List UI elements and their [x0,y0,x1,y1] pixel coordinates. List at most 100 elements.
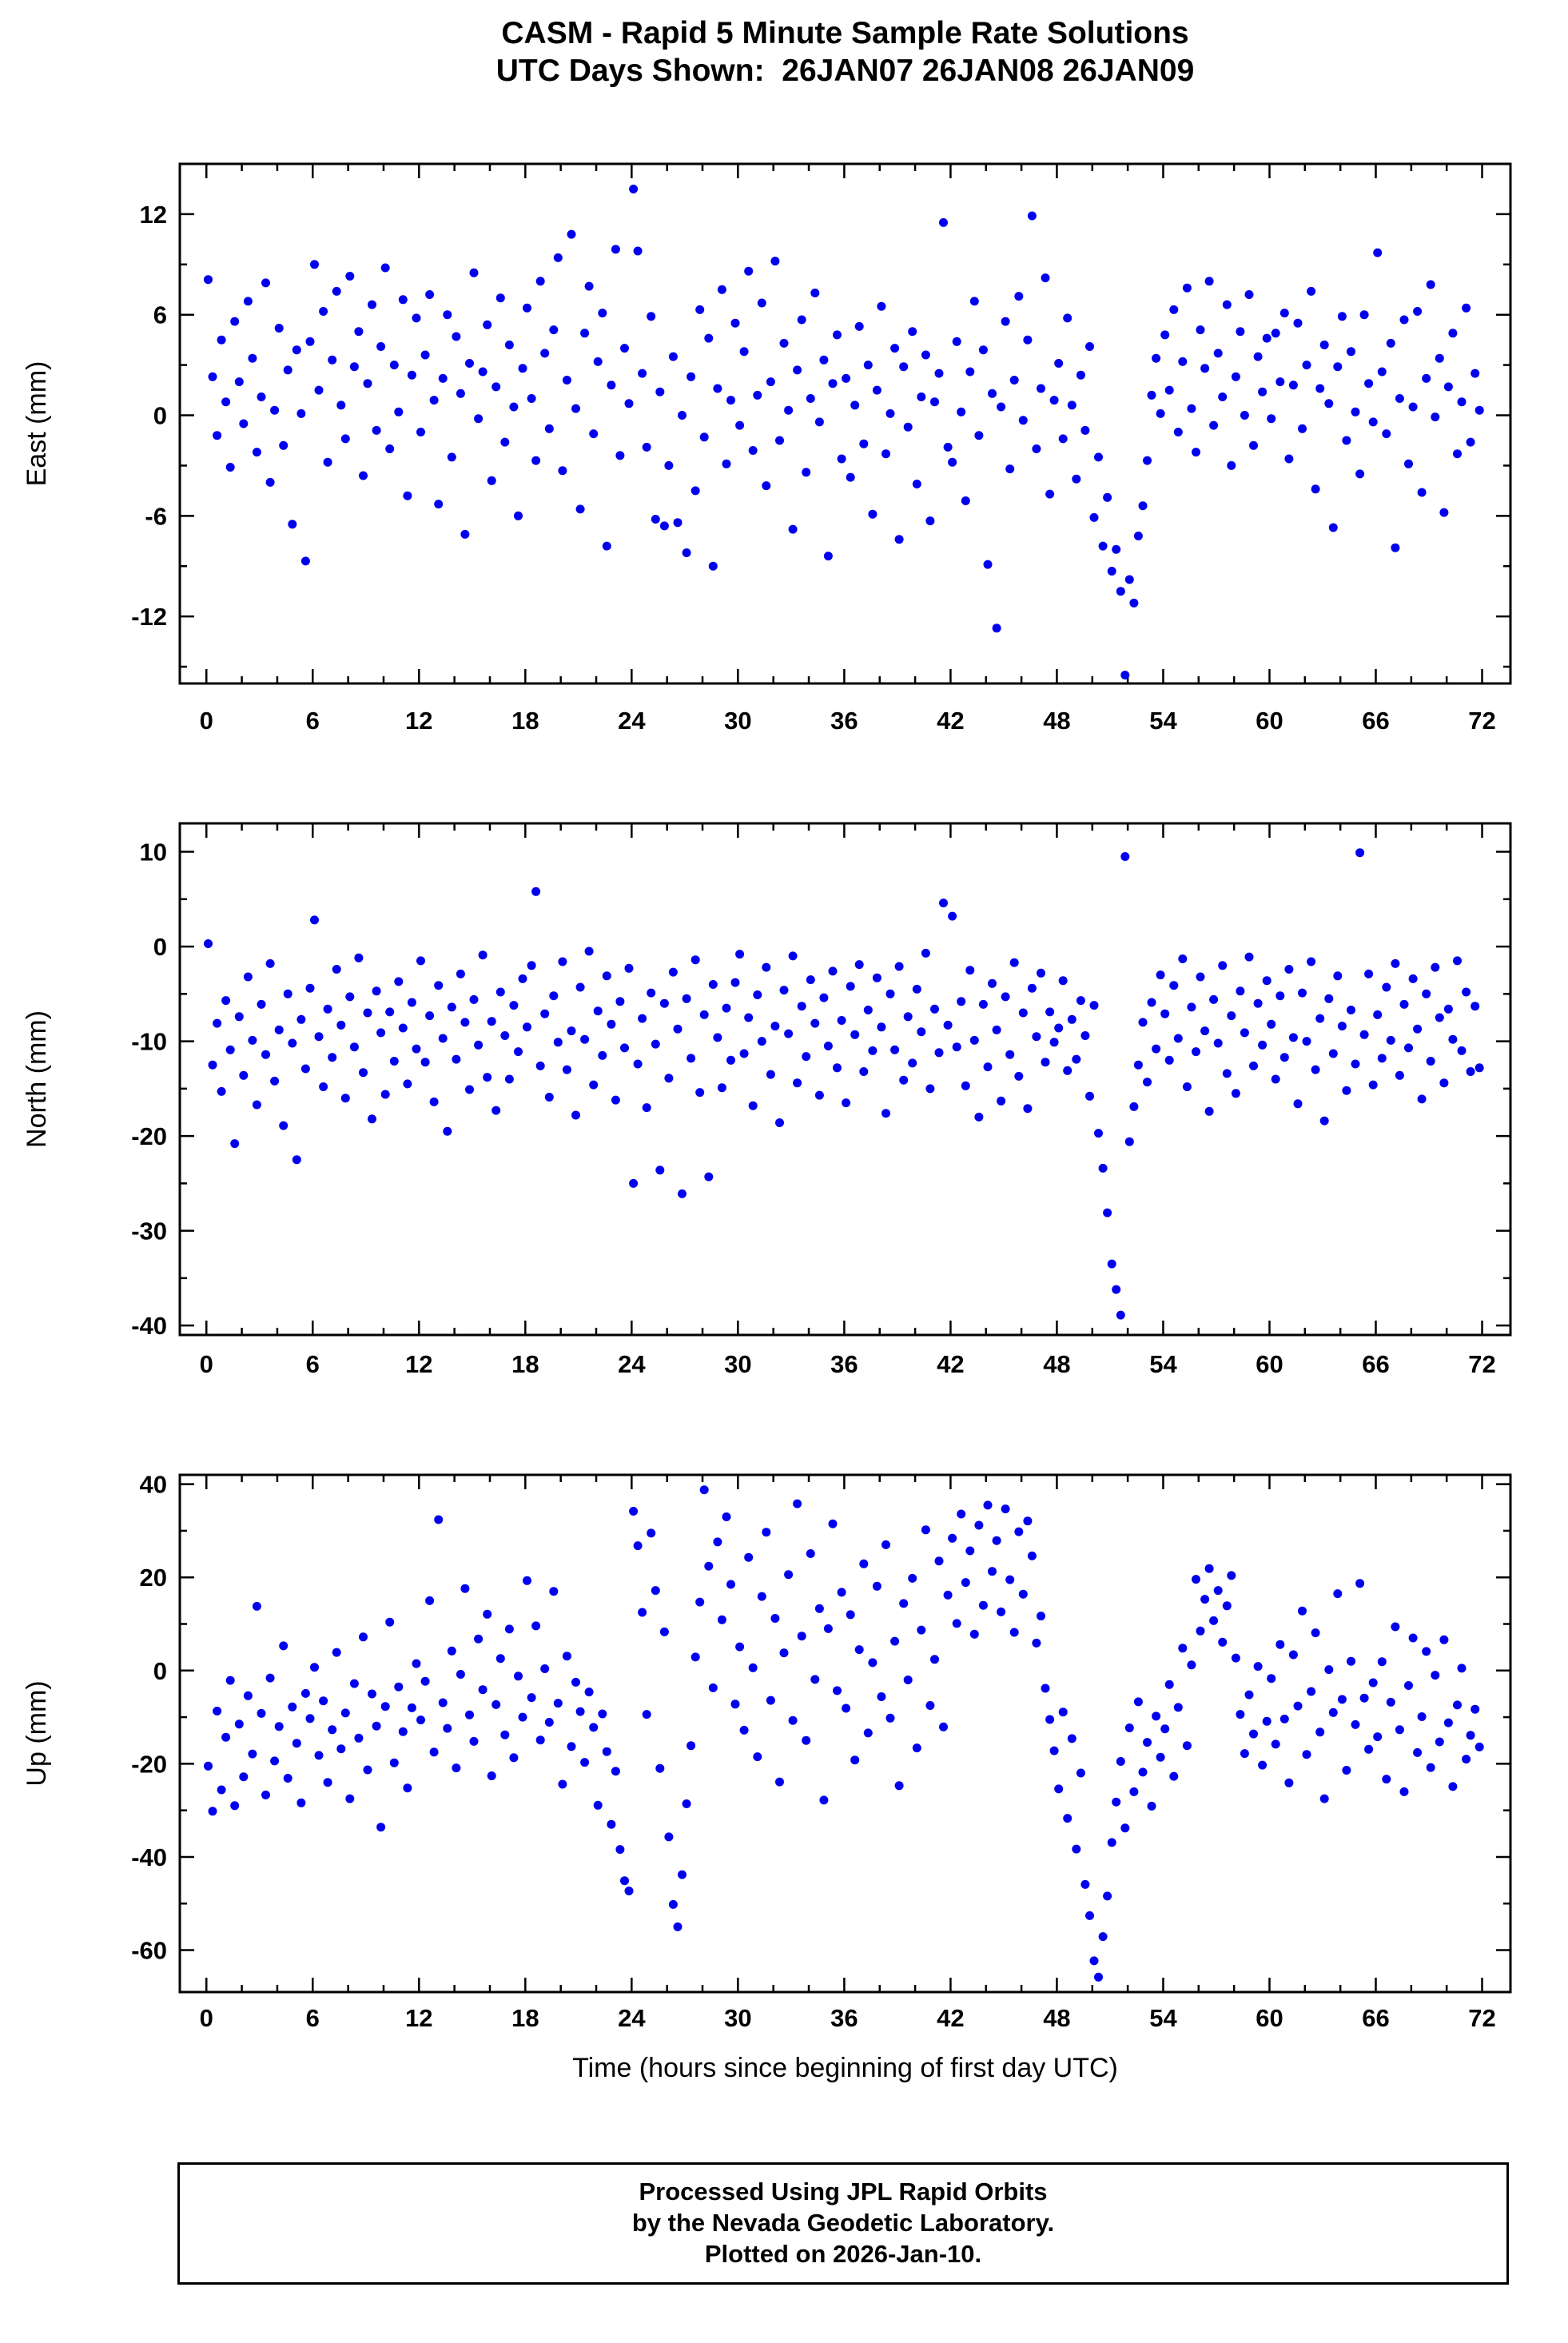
data-point [1112,1285,1121,1294]
data-point [819,993,829,1002]
data-point [1182,1082,1192,1091]
data-point [961,496,970,505]
data-point [850,400,860,410]
data-point [828,1519,838,1528]
data-point [651,1586,660,1596]
data-point [1315,1727,1325,1737]
y-tick-label: 40 [140,1471,167,1499]
data-point [261,1050,270,1059]
data-point [292,1155,301,1165]
data-point [1027,983,1037,993]
data-point [620,1043,629,1053]
data-point [1138,1018,1148,1027]
data-point [1049,1746,1059,1755]
data-point [930,397,939,407]
data-point [1236,327,1245,337]
data-point [775,1118,784,1127]
x-tick-label: 42 [937,1350,964,1378]
data-point [664,460,674,470]
data-point [1470,1704,1480,1714]
data-point [274,1025,284,1034]
data-point [810,1675,820,1684]
data-point [957,1509,966,1519]
data-point [1244,290,1254,299]
y-tick-label: 12 [140,201,167,229]
data-point [491,1106,501,1115]
data-point [1413,1024,1423,1034]
data-point [460,1584,470,1593]
data-point [744,266,754,276]
data-point [1342,1766,1351,1775]
data-point [939,217,948,227]
data-point [204,275,213,285]
data-point [1067,400,1077,410]
data-point [407,1703,416,1712]
data-point [1156,970,1165,980]
data-point [1324,1665,1334,1675]
data-point [1347,1656,1355,1666]
data-point [412,1659,421,1668]
data-point [349,362,359,372]
data-point [1466,1067,1475,1076]
x-tick-label: 30 [724,707,751,735]
x-tick-label: 54 [1149,707,1177,735]
data-point [1049,1038,1059,1047]
data-point [1240,1028,1249,1038]
data-point [1395,394,1404,403]
data-point [1319,1794,1329,1803]
data-point [1302,1750,1311,1759]
y-tick-label: 20 [140,1564,167,1592]
data-point [527,961,536,970]
data-point [1364,379,1374,389]
data-point [978,999,988,1009]
data-point [314,1032,324,1042]
data-point [1342,1086,1351,1095]
x-tick-label: 42 [937,707,964,735]
data-point [1187,1660,1196,1670]
data-point [1408,974,1418,983]
data-point [523,1576,531,1585]
data-point [403,491,412,500]
data-point [1474,405,1484,415]
data-point [1182,283,1192,293]
data-point [779,986,789,995]
data-point [1160,1009,1170,1018]
data-point [274,324,284,333]
data-point [420,350,430,360]
data-point [1258,1760,1268,1770]
data-point [775,1777,784,1787]
data-point [257,999,266,1009]
data-point [1457,1664,1467,1673]
x-tick-label: 60 [1256,707,1283,735]
data-point [943,1020,953,1030]
data-point [1067,1014,1077,1024]
data-point [859,1559,869,1568]
data-point [695,1597,705,1607]
data-point [1342,436,1351,445]
data-point [389,361,399,370]
data-point [784,405,794,415]
data-point [992,1025,1001,1034]
data-point [1453,1700,1462,1710]
chart-title-block: CASM - Rapid 5 Minute Sample Rate Soluti… [180,14,1510,90]
data-point [1267,1674,1276,1684]
data-point [961,1578,970,1588]
data-point [678,411,686,420]
data-point [1227,1571,1236,1580]
data-point [925,516,935,526]
data-point [1023,1104,1033,1114]
data-point [988,978,997,988]
data-point [336,400,346,410]
data-point [340,434,350,444]
data-point [257,1708,266,1718]
data-point [1275,991,1285,1001]
data-point [784,1029,794,1038]
data-point [753,390,762,400]
data-point [1470,369,1480,378]
data-point [1080,1879,1090,1889]
data-point [1315,1014,1325,1023]
data-point [1218,392,1228,401]
data-point [1462,303,1471,313]
data-point [1293,318,1303,328]
data-point [394,1682,404,1692]
